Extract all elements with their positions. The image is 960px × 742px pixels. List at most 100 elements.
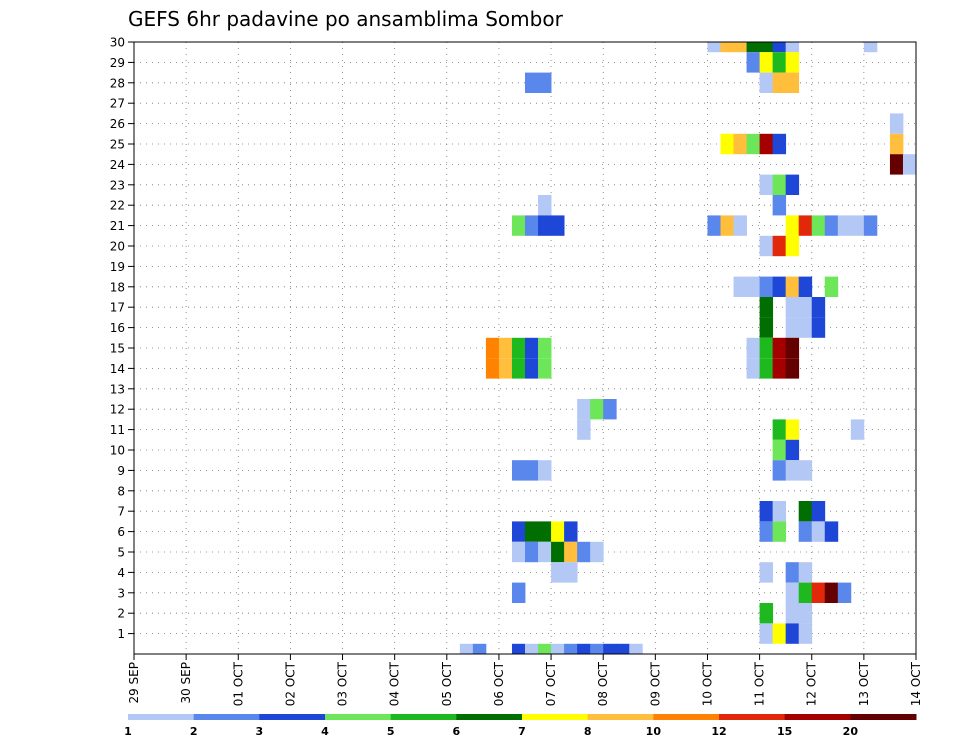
precip-cell bbox=[525, 358, 539, 379]
precip-cell bbox=[511, 582, 526, 603]
x-tick-label: 02 OCT bbox=[283, 661, 297, 706]
chart-title: GEFS 6hr padavine po ansamblima Sombor bbox=[128, 7, 564, 31]
precip-cell bbox=[577, 541, 591, 563]
precip-cell bbox=[889, 113, 904, 134]
precip-cell bbox=[525, 460, 539, 481]
colorbar-segment bbox=[259, 714, 326, 720]
y-tick-label: 10 bbox=[110, 444, 125, 458]
precip-cell bbox=[772, 42, 787, 53]
precip-cell bbox=[564, 562, 578, 583]
precip-cell bbox=[746, 42, 760, 53]
precip-cell bbox=[772, 623, 787, 644]
precip-cell bbox=[525, 215, 539, 236]
precip-cell bbox=[511, 215, 526, 236]
y-tick-label: 20 bbox=[110, 240, 125, 254]
precip-cell bbox=[772, 195, 787, 216]
precip-cell bbox=[824, 215, 839, 236]
y-tick-label: 30 bbox=[110, 36, 125, 50]
precip-cell bbox=[785, 358, 800, 379]
precip-cell bbox=[485, 358, 500, 379]
precip-cell bbox=[603, 399, 617, 420]
colorbar-label: 7 bbox=[518, 725, 526, 738]
precip-cell bbox=[772, 419, 787, 440]
precip-cell bbox=[863, 215, 878, 236]
precip-cell bbox=[551, 643, 565, 654]
precip-cell bbox=[889, 133, 904, 155]
precip-cell bbox=[525, 541, 539, 563]
colorbar-segment bbox=[587, 714, 654, 720]
precip-cell bbox=[824, 521, 839, 542]
precip-cell bbox=[772, 460, 787, 481]
x-tick-label: 12 OCT bbox=[805, 661, 819, 706]
precip-cell bbox=[564, 643, 578, 654]
precip-cell bbox=[577, 399, 591, 420]
x-tick-label: 30 SEP bbox=[179, 662, 193, 704]
precip-cell bbox=[720, 42, 734, 53]
precip-cell bbox=[811, 317, 826, 338]
y-tick-label: 22 bbox=[110, 199, 125, 213]
precip-cell bbox=[811, 521, 826, 542]
precip-cell bbox=[772, 52, 787, 73]
colorbar-label: 20 bbox=[843, 725, 859, 738]
y-tick-label: 15 bbox=[110, 342, 125, 356]
precip-cell bbox=[498, 358, 513, 379]
y-tick-label: 8 bbox=[117, 484, 125, 498]
precip-cell bbox=[629, 643, 643, 654]
precip-cell bbox=[551, 215, 565, 236]
precip-cell bbox=[759, 235, 774, 257]
precip-cell bbox=[837, 582, 852, 603]
x-tick-label: 01 OCT bbox=[231, 661, 245, 706]
colorbar-segment bbox=[325, 714, 392, 720]
y-tick-label: 24 bbox=[110, 158, 125, 172]
precip-cell bbox=[720, 133, 734, 155]
precip-cell bbox=[590, 399, 604, 420]
precip-cell bbox=[759, 521, 774, 542]
y-tick-label: 3 bbox=[117, 586, 125, 600]
precip-cell bbox=[772, 337, 787, 359]
precip-cell bbox=[564, 541, 578, 563]
precip-cell bbox=[485, 337, 500, 359]
precip-cell bbox=[525, 72, 539, 93]
y-tick-label: 26 bbox=[110, 117, 125, 131]
precip-cell bbox=[785, 460, 800, 481]
precip-cell bbox=[538, 541, 552, 563]
precip-cell bbox=[746, 337, 760, 359]
precip-cell bbox=[759, 562, 774, 583]
precip-cell bbox=[785, 42, 800, 53]
precip-cell bbox=[889, 154, 904, 175]
precip-cell bbox=[772, 439, 787, 461]
precip-cell bbox=[811, 297, 826, 318]
precip-cell bbox=[772, 235, 787, 257]
precip-cell bbox=[616, 643, 630, 654]
precip-cell bbox=[759, 337, 774, 359]
precip-cell bbox=[785, 603, 800, 624]
precip-cell bbox=[785, 562, 800, 583]
precip-cell bbox=[707, 215, 721, 236]
x-tick-label: 04 OCT bbox=[388, 661, 402, 706]
precip-cell bbox=[707, 42, 721, 53]
y-tick-label: 18 bbox=[110, 280, 125, 294]
precip-cell bbox=[459, 643, 474, 654]
precip-cell bbox=[798, 521, 813, 542]
precip-cell bbox=[577, 419, 591, 440]
x-tick-label: 06 OCT bbox=[492, 661, 506, 706]
precip-cell bbox=[746, 358, 760, 379]
precip-cell bbox=[759, 174, 774, 195]
colorbar-label: 6 bbox=[453, 725, 461, 738]
colorbar-segment bbox=[128, 714, 195, 720]
precip-cell bbox=[577, 643, 591, 654]
precip-cell bbox=[733, 215, 747, 236]
precip-cell bbox=[785, 623, 800, 644]
precip-cell bbox=[551, 541, 565, 563]
colorbar-label: 12 bbox=[711, 725, 726, 738]
precip-cell bbox=[551, 521, 565, 542]
precip-cell bbox=[798, 317, 813, 338]
precip-cell bbox=[525, 337, 539, 359]
precip-cell bbox=[759, 623, 774, 644]
precip-cell bbox=[733, 42, 747, 53]
precip-cell bbox=[498, 337, 513, 359]
precip-cell bbox=[590, 541, 604, 563]
precip-cell bbox=[525, 521, 539, 542]
precip-cell bbox=[538, 358, 552, 379]
